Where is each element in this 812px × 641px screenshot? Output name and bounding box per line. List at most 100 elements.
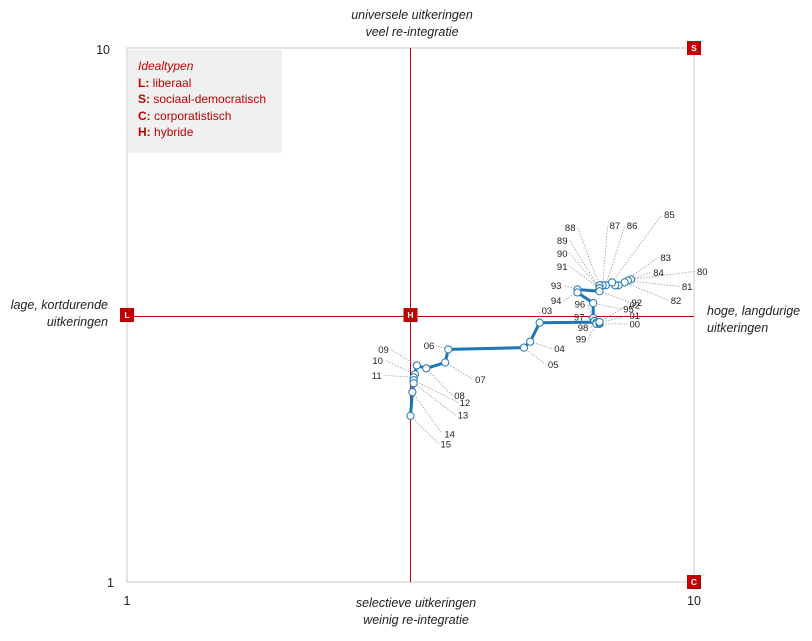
label-leader-line xyxy=(563,285,578,290)
label-leader-line xyxy=(444,362,474,380)
point-label: 12 xyxy=(460,398,471,409)
ideal-type-marker-label: H xyxy=(407,310,413,320)
data-point xyxy=(422,364,431,373)
left-caption-line2: uitkeringen xyxy=(47,315,108,329)
point-label: 14 xyxy=(444,430,455,441)
legend-item-c: C: corporatistisch xyxy=(138,108,282,125)
legend-key: C: xyxy=(138,108,151,123)
label-leader-line xyxy=(599,315,628,324)
left-caption-line1: lage, kortdurende xyxy=(11,298,108,312)
ideal-type-marker-label: L xyxy=(124,310,129,320)
legend-text: sociaal-democratisch xyxy=(153,92,267,106)
point-label: 98 xyxy=(578,323,589,334)
point-label: 88 xyxy=(565,223,576,234)
ideal-type-marker xyxy=(403,308,418,322)
point-label: 94 xyxy=(551,296,562,307)
label-leader-line xyxy=(569,265,600,289)
label-leader-line xyxy=(605,225,626,286)
label-leader-line xyxy=(599,304,628,323)
data-point xyxy=(595,318,604,327)
point-label: 04 xyxy=(554,344,565,355)
ideal-type-marker-label: C xyxy=(691,577,697,587)
ideal-type-marker xyxy=(120,308,134,322)
x-tick-left: 1 xyxy=(124,594,131,608)
point-label: 07 xyxy=(475,375,486,386)
legend-title: Idealtypen xyxy=(138,59,194,73)
y-tick-top: 10 xyxy=(96,43,110,57)
data-point xyxy=(589,299,598,308)
label-leader-line xyxy=(413,379,458,403)
point-label: 92 xyxy=(632,298,643,309)
point-label: 09 xyxy=(378,345,389,356)
label-leader-line xyxy=(563,292,578,301)
point-label: 87 xyxy=(610,221,621,232)
point-label: 10 xyxy=(372,356,383,367)
point-label: 89 xyxy=(557,236,568,247)
data-point xyxy=(408,388,417,397)
label-leader-line xyxy=(436,345,449,350)
point-label: 03 xyxy=(542,306,553,317)
legend-key: H: xyxy=(138,125,151,139)
point-label: 93 xyxy=(551,281,562,292)
legend-key: L: xyxy=(138,75,150,90)
label-leader-line xyxy=(383,374,414,378)
right-caption-line2: uitkeringen xyxy=(707,321,768,335)
legend-key: S: xyxy=(138,92,150,106)
label-leader-line xyxy=(412,391,443,435)
data-point xyxy=(595,287,604,296)
right-caption-line1: hoge, langdurige xyxy=(707,304,800,318)
point-label: 91 xyxy=(557,262,568,273)
data-point xyxy=(406,411,415,420)
point-label: 96 xyxy=(575,299,586,310)
point-label: 99 xyxy=(576,334,587,345)
point-label: 95 xyxy=(623,305,634,316)
label-leader-line xyxy=(384,359,416,375)
label-leader-line xyxy=(425,368,453,396)
point-label: 85 xyxy=(664,210,675,221)
point-label: 02 xyxy=(630,301,641,312)
point-label: 01 xyxy=(630,311,641,322)
data-point xyxy=(526,337,535,346)
ideal-type-marker-label: S xyxy=(691,43,697,53)
point-label: 06 xyxy=(424,341,435,352)
point-label: 97 xyxy=(574,312,585,323)
point-label: 05 xyxy=(548,360,559,371)
legend-item-l: L: liberaal xyxy=(138,75,282,92)
legend: Idealtypen L: liberaal S: sociaal-democr… xyxy=(128,50,282,153)
label-leader-line xyxy=(602,225,609,286)
y-tick-bottom: 1 xyxy=(107,576,114,590)
legend-item-s: S: sociaal-democratisch xyxy=(138,91,282,108)
top-caption-line2: veel re-integratie xyxy=(365,25,458,39)
point-label: 86 xyxy=(627,221,638,232)
label-leader-line xyxy=(611,214,663,283)
label-leader-line xyxy=(618,257,659,286)
top-caption-line1: universele uitkeringen xyxy=(351,8,473,22)
data-point xyxy=(441,358,450,367)
label-leader-line xyxy=(586,303,594,319)
legend-item-h: H: hybride xyxy=(138,124,282,141)
point-label: 81 xyxy=(682,282,693,293)
data-point xyxy=(519,343,529,352)
label-leader-line xyxy=(410,415,439,445)
data-point xyxy=(409,379,418,388)
legend-text: corporatistisch xyxy=(154,108,232,123)
ideal-type-markers: S L H C xyxy=(120,41,701,589)
data-point xyxy=(535,318,544,327)
legend-text: liberaal xyxy=(152,75,192,90)
point-label: 82 xyxy=(671,296,682,307)
data-point xyxy=(412,361,421,370)
point-label: 11 xyxy=(372,371,382,382)
point-label: 83 xyxy=(660,253,671,264)
x-tick-right: 10 xyxy=(687,594,701,608)
ideal-type-marker xyxy=(687,41,701,55)
data-point xyxy=(573,288,582,297)
label-leader-line xyxy=(577,227,600,286)
point-label: 13 xyxy=(458,411,469,422)
bottom-caption-line1: selectieve uitkeringen xyxy=(356,596,476,610)
point-label: 80 xyxy=(697,267,708,278)
label-leader-line xyxy=(624,281,669,301)
data-point xyxy=(444,345,453,354)
ideal-type-marker xyxy=(687,575,701,589)
